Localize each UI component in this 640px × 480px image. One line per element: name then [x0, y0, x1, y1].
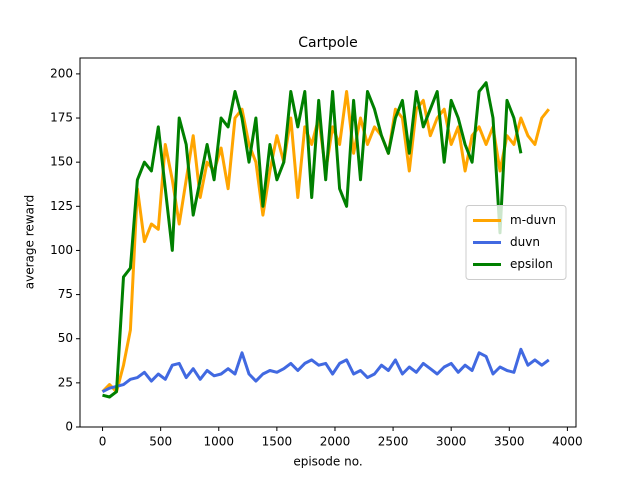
- x-tick-label: 1500: [262, 435, 293, 449]
- y-tick-label: 125: [50, 199, 73, 213]
- chart-title: Cartpole: [298, 35, 358, 51]
- series-line: [102, 81, 523, 399]
- y-tick-label: 100: [50, 243, 73, 257]
- legend-box: [465, 205, 567, 280]
- x-tick-label: 0: [99, 435, 107, 449]
- y-axis-label: average reward: [23, 195, 37, 290]
- series-line: [101, 347, 550, 394]
- legend-label: duvn: [510, 235, 540, 249]
- y-tick-label: 75: [58, 287, 73, 301]
- x-tick-label: 1000: [203, 435, 234, 449]
- x-tick-label: 2500: [378, 435, 409, 449]
- plot-frame: [79, 57, 577, 428]
- legend-label: epsilon: [510, 257, 553, 271]
- y-tick-label: 200: [50, 66, 73, 80]
- x-tick-label: 500: [149, 435, 172, 449]
- x-tick-label: 3000: [436, 435, 467, 449]
- x-tick-label: 4000: [552, 435, 583, 449]
- y-tick-label: 25: [58, 375, 73, 389]
- y-tick-label: 50: [58, 331, 73, 345]
- y-tick-label: 0: [65, 420, 73, 434]
- y-tick-label: 175: [50, 111, 73, 125]
- x-tick-label: 3500: [494, 435, 525, 449]
- x-tick-label: 2000: [320, 435, 351, 449]
- x-axis-label: episode no.: [293, 455, 362, 469]
- y-tick-label: 150: [50, 155, 73, 169]
- legend-label: m-duvn: [510, 213, 556, 227]
